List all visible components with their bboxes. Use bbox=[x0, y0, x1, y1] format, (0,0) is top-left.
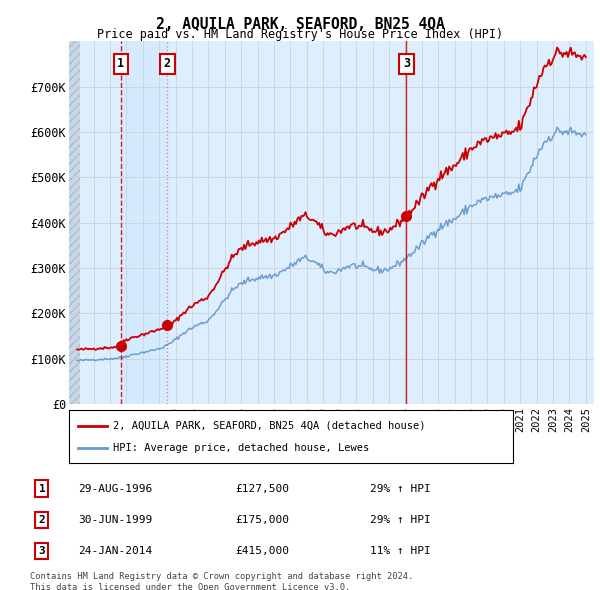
Text: £127,500: £127,500 bbox=[235, 484, 289, 493]
Text: This data is licensed under the Open Government Licence v3.0.: This data is licensed under the Open Gov… bbox=[30, 583, 350, 590]
Text: 3: 3 bbox=[403, 57, 410, 70]
Text: £415,000: £415,000 bbox=[235, 546, 289, 556]
Text: 29-AUG-1996: 29-AUG-1996 bbox=[79, 484, 153, 493]
Text: £175,000: £175,000 bbox=[235, 514, 289, 525]
Text: 29% ↑ HPI: 29% ↑ HPI bbox=[370, 484, 431, 493]
Text: Contains HM Land Registry data © Crown copyright and database right 2024.: Contains HM Land Registry data © Crown c… bbox=[30, 572, 413, 581]
Bar bbox=[69, 41, 80, 404]
Text: 1: 1 bbox=[117, 57, 124, 70]
Text: HPI: Average price, detached house, Lewes: HPI: Average price, detached house, Lewe… bbox=[113, 443, 370, 453]
Text: 3: 3 bbox=[38, 546, 45, 556]
Text: 2, AQUILA PARK, SEAFORD, BN25 4QA (detached house): 2, AQUILA PARK, SEAFORD, BN25 4QA (detac… bbox=[113, 421, 426, 431]
Text: 29% ↑ HPI: 29% ↑ HPI bbox=[370, 514, 431, 525]
Bar bbox=[121, 41, 167, 404]
Text: 2, AQUILA PARK, SEAFORD, BN25 4QA: 2, AQUILA PARK, SEAFORD, BN25 4QA bbox=[155, 17, 445, 31]
Text: 2: 2 bbox=[38, 514, 45, 525]
Text: Price paid vs. HM Land Registry's House Price Index (HPI): Price paid vs. HM Land Registry's House … bbox=[97, 28, 503, 41]
Text: 11% ↑ HPI: 11% ↑ HPI bbox=[370, 546, 431, 556]
Text: 2: 2 bbox=[164, 57, 171, 70]
Text: 24-JAN-2014: 24-JAN-2014 bbox=[79, 546, 153, 556]
Text: 1: 1 bbox=[38, 484, 45, 493]
Text: 30-JUN-1999: 30-JUN-1999 bbox=[79, 514, 153, 525]
